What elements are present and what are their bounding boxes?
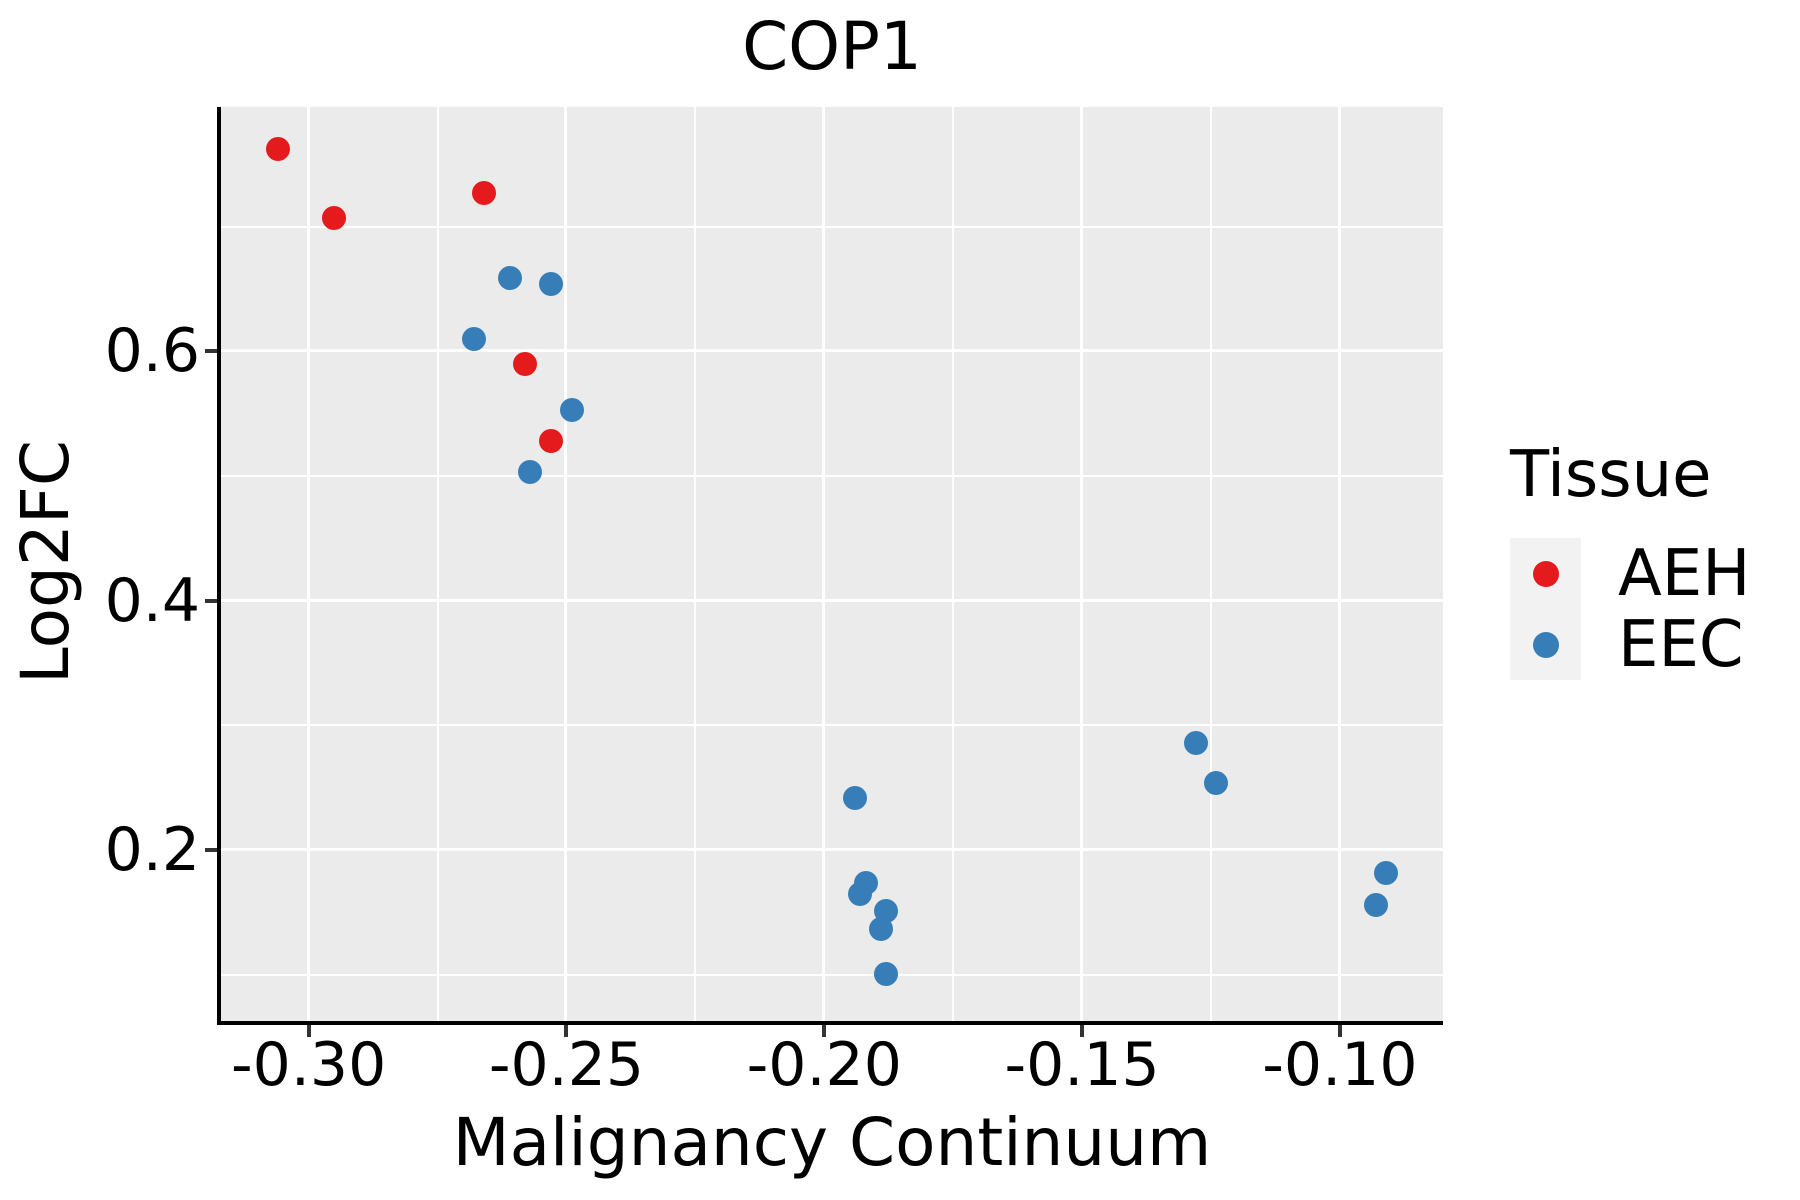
- x-axis-tick: [1080, 1025, 1085, 1037]
- x-axis-tick: [306, 1025, 311, 1037]
- legend: Tissue AEH EEC: [1510, 442, 1750, 680]
- point-eec: [874, 961, 899, 986]
- y-axis-tick: [205, 598, 217, 603]
- y-tick-label: 0.2: [104, 815, 200, 886]
- point-eec: [1183, 730, 1208, 755]
- x-tick-label: -0.30: [231, 1030, 387, 1100]
- y-axis-title: Log2FC: [7, 440, 84, 684]
- point-eec: [497, 265, 522, 290]
- y-minor-gridline: [221, 724, 1443, 727]
- x-axis-line: [217, 1021, 1443, 1025]
- point-eec: [843, 785, 868, 810]
- point-eec: [1374, 860, 1399, 885]
- legend-key: [1510, 609, 1581, 680]
- x-tick-label: -0.15: [1004, 1030, 1160, 1100]
- y-major-gridline: [221, 848, 1443, 852]
- y-axis-line: [217, 107, 221, 1025]
- x-axis-tick: [1337, 1025, 1342, 1037]
- point-aeh: [538, 429, 563, 454]
- point-aeh: [513, 351, 538, 376]
- point-eec: [538, 272, 563, 297]
- legend-title: Tissue: [1510, 438, 1712, 512]
- point-eec: [868, 916, 893, 941]
- y-minor-gridline: [221, 973, 1443, 976]
- x-minor-gridline: [952, 107, 955, 1021]
- x-minor-gridline: [1209, 107, 1212, 1021]
- y-major-gridline: [221, 598, 1443, 602]
- plot-title: COP1: [742, 8, 922, 85]
- y-axis-tick: [205, 349, 217, 354]
- x-minor-gridline: [694, 107, 697, 1021]
- x-major-gridline: [306, 107, 310, 1021]
- point-eec: [1363, 893, 1388, 918]
- y-tick-label: 0.4: [104, 565, 200, 636]
- legend-label: EEC: [1618, 607, 1744, 682]
- x-major-gridline: [1337, 107, 1341, 1021]
- point-eec: [559, 398, 584, 422]
- x-major-gridline: [1080, 107, 1084, 1021]
- y-tick-label: 0.6: [104, 316, 200, 387]
- x-tick-label: -0.10: [1262, 1030, 1418, 1100]
- x-major-gridline: [564, 107, 568, 1021]
- point-eec: [461, 326, 486, 351]
- x-major-gridline: [822, 107, 826, 1021]
- legend-label: AEH: [1618, 536, 1751, 611]
- plot-panel: [221, 107, 1443, 1021]
- y-minor-gridline: [221, 475, 1443, 478]
- y-minor-gridline: [221, 225, 1443, 228]
- point-eec: [1204, 770, 1229, 795]
- point-aeh: [265, 137, 290, 162]
- legend-entries: AEH EEC: [1510, 538, 1750, 680]
- legend-entry-eec: EEC: [1510, 609, 1750, 680]
- legend-dot-eec: [1532, 631, 1559, 658]
- x-tick-label: -0.20: [746, 1030, 902, 1100]
- legend-dot-aeh: [1532, 560, 1559, 587]
- x-minor-gridline: [436, 107, 439, 1021]
- legend-entry-aeh: AEH: [1510, 538, 1750, 609]
- point-aeh: [322, 205, 347, 230]
- x-axis-tick: [822, 1025, 827, 1037]
- point-aeh: [471, 181, 496, 206]
- point-eec: [848, 881, 873, 906]
- point-eec: [518, 460, 543, 485]
- legend-key: [1510, 538, 1581, 609]
- y-axis-tick: [205, 848, 217, 853]
- y-major-gridline: [221, 349, 1443, 353]
- x-tick-label: -0.25: [488, 1030, 645, 1100]
- x-axis-title: Malignancy Continuum: [452, 1104, 1212, 1181]
- x-axis-tick: [564, 1025, 569, 1037]
